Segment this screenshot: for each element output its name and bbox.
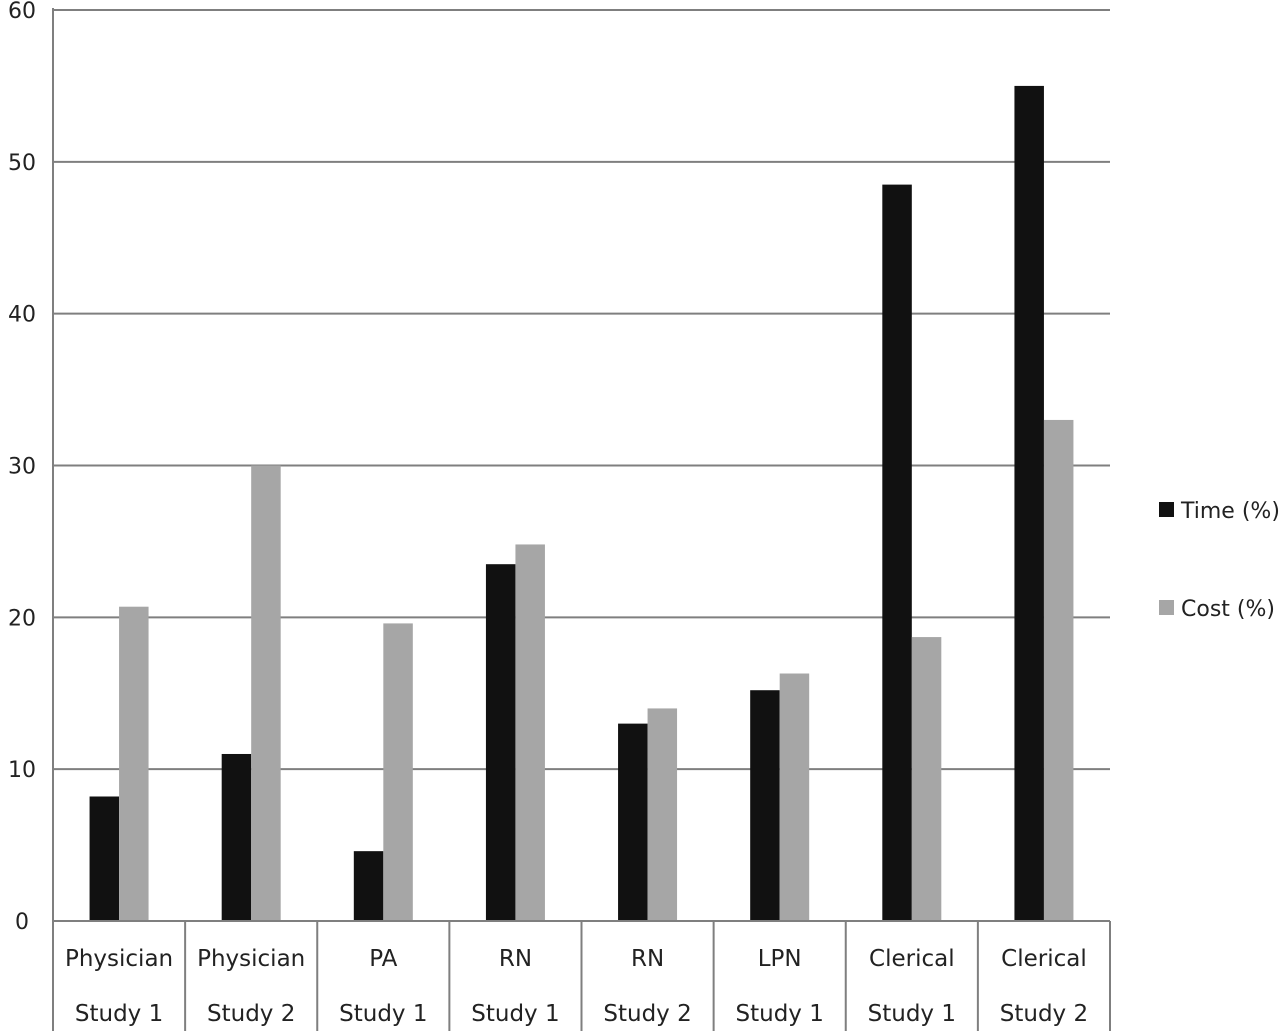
bar-cost	[1043, 419, 1074, 921]
bar-cost	[911, 637, 942, 921]
bar-cost	[119, 606, 149, 921]
y-tick-label: 0	[15, 910, 29, 935]
x-category-label: Physician	[65, 946, 173, 972]
x-axis-category-table: Physician Study 1 Physician Study 2 PA Study …	[52, 921, 1111, 1031]
y-axis-ticks: 0 10 20 30 40 50 60	[8, 0, 36, 935]
bar-cost	[383, 623, 413, 921]
x-category-sublabel: Study 1	[339, 1001, 427, 1027]
x-category-label: Clerical	[869, 946, 955, 972]
bar-time	[89, 796, 120, 921]
bar-cost	[647, 708, 678, 921]
bar-time	[618, 723, 648, 921]
x-category-sublabel: Study 2	[603, 1001, 691, 1027]
bar-cost	[251, 465, 281, 921]
x-category-sublabel: Study 1	[75, 1001, 163, 1027]
gridlines	[53, 9, 1110, 771]
legend-swatch-time	[1159, 502, 1174, 517]
bar-cost	[515, 544, 545, 921]
bar-time	[485, 564, 516, 921]
y-tick-label: 20	[8, 606, 36, 631]
x-category-sublabel: Study 1	[471, 1001, 559, 1027]
legend-label-time: Time (%)	[1180, 499, 1280, 524]
x-category-sublabel: Study 2	[207, 1001, 295, 1027]
bar-time	[221, 753, 252, 921]
x-category-label: Clerical	[1001, 946, 1087, 972]
bar-time	[353, 851, 384, 921]
y-tick-label: 40	[8, 303, 36, 328]
y-tick-label: 50	[8, 151, 36, 176]
x-category-sublabel: Study 1	[868, 1001, 956, 1027]
x-category-label: RN	[499, 946, 532, 972]
x-category-label: PA	[369, 946, 397, 972]
bars	[89, 85, 1074, 921]
x-category-sublabel: Study 2	[1000, 1001, 1088, 1027]
x-category-label: RN	[631, 946, 664, 972]
x-category-sublabel: Study 1	[736, 1001, 824, 1027]
bar-time	[750, 690, 780, 921]
bar-cost	[779, 673, 810, 921]
x-category-label: Physician	[197, 946, 305, 972]
y-tick-label: 10	[8, 758, 36, 783]
y-tick-label: 30	[8, 455, 36, 480]
legend-label-cost: Cost (%)	[1181, 597, 1275, 622]
legend-swatch-cost	[1159, 600, 1174, 615]
x-category-label: LPN	[758, 946, 802, 972]
legend: Time (%) Cost (%)	[1159, 499, 1280, 622]
bar-time	[1014, 85, 1044, 921]
y-tick-label: 60	[8, 0, 36, 24]
bar-time	[882, 184, 912, 921]
